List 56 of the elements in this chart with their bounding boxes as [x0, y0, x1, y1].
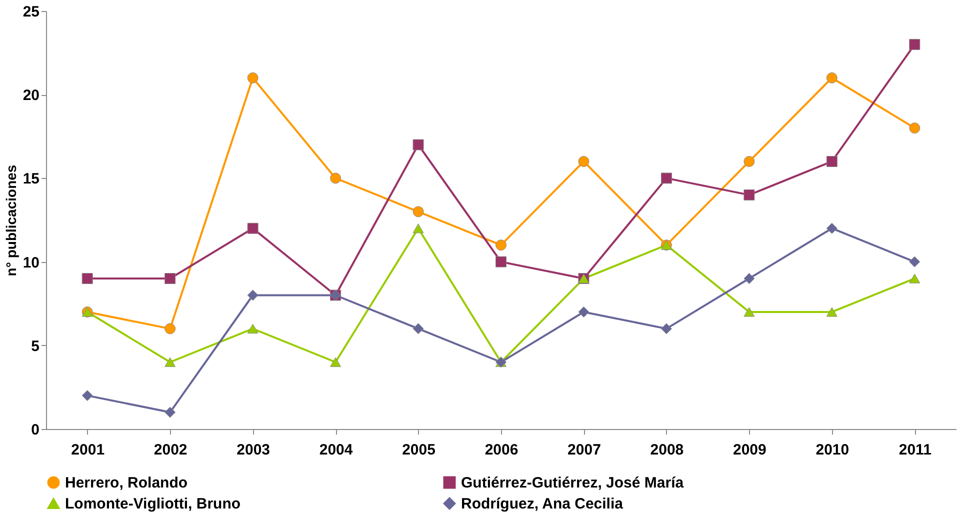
point	[412, 323, 424, 334]
y-tick-label: 20	[22, 87, 40, 104]
y-tick-label: 10	[22, 254, 40, 272]
x-tick-label: 2007	[568, 442, 601, 458]
point	[909, 274, 920, 284]
y-tick-label: 25	[22, 4, 40, 20]
point	[909, 122, 920, 134]
point	[82, 390, 93, 402]
point	[909, 256, 920, 268]
point	[247, 290, 258, 301]
x-tick-label: 2001	[71, 442, 105, 458]
point	[330, 172, 342, 184]
point	[247, 222, 258, 234]
point	[247, 324, 258, 334]
point	[826, 222, 838, 234]
point	[412, 224, 424, 234]
point	[744, 307, 755, 317]
point	[164, 323, 176, 334]
x-tick-label: 2009	[732, 442, 766, 458]
point	[826, 307, 838, 317]
point	[826, 156, 838, 167]
point	[164, 273, 176, 284]
point	[578, 156, 590, 167]
point	[82, 273, 93, 284]
point	[164, 406, 176, 418]
x-tick-label: 2006	[484, 442, 518, 458]
point	[247, 72, 258, 84]
y-tick-label: 0	[31, 422, 40, 438]
x-tick-label: 2010	[816, 442, 850, 458]
point	[412, 206, 424, 218]
x-tick-label: 2004	[319, 442, 354, 458]
point	[660, 323, 672, 334]
legend-label: Herrero, Rolando	[65, 474, 188, 492]
point	[578, 306, 590, 318]
point	[496, 256, 506, 268]
point	[164, 357, 176, 367]
y-tick-label: 5	[31, 338, 40, 355]
point	[744, 156, 755, 167]
x-tick-label: 2002	[154, 442, 188, 458]
x-tick-label: 2003	[236, 442, 270, 458]
legend-label: Lomonte-Vigliotti, Bruno	[65, 496, 241, 512]
point	[660, 172, 672, 184]
point	[496, 240, 506, 251]
point	[330, 357, 342, 367]
x-tick-label: 2005	[402, 442, 436, 458]
legend-label: Rodríguez, Ana Cecilia	[461, 496, 624, 512]
point	[412, 139, 424, 150]
legend-label: Gutiérrez-Gutiérrez, José María	[461, 474, 684, 492]
x-tick-label: 2011	[898, 442, 932, 458]
point	[826, 72, 838, 84]
x-tick-label: 2008	[650, 442, 684, 458]
point	[744, 273, 755, 284]
y-axis-title: n° publicaciones	[2, 164, 19, 276]
y-tick-label: 15	[22, 170, 40, 188]
point	[909, 38, 920, 50]
point	[744, 189, 755, 200]
